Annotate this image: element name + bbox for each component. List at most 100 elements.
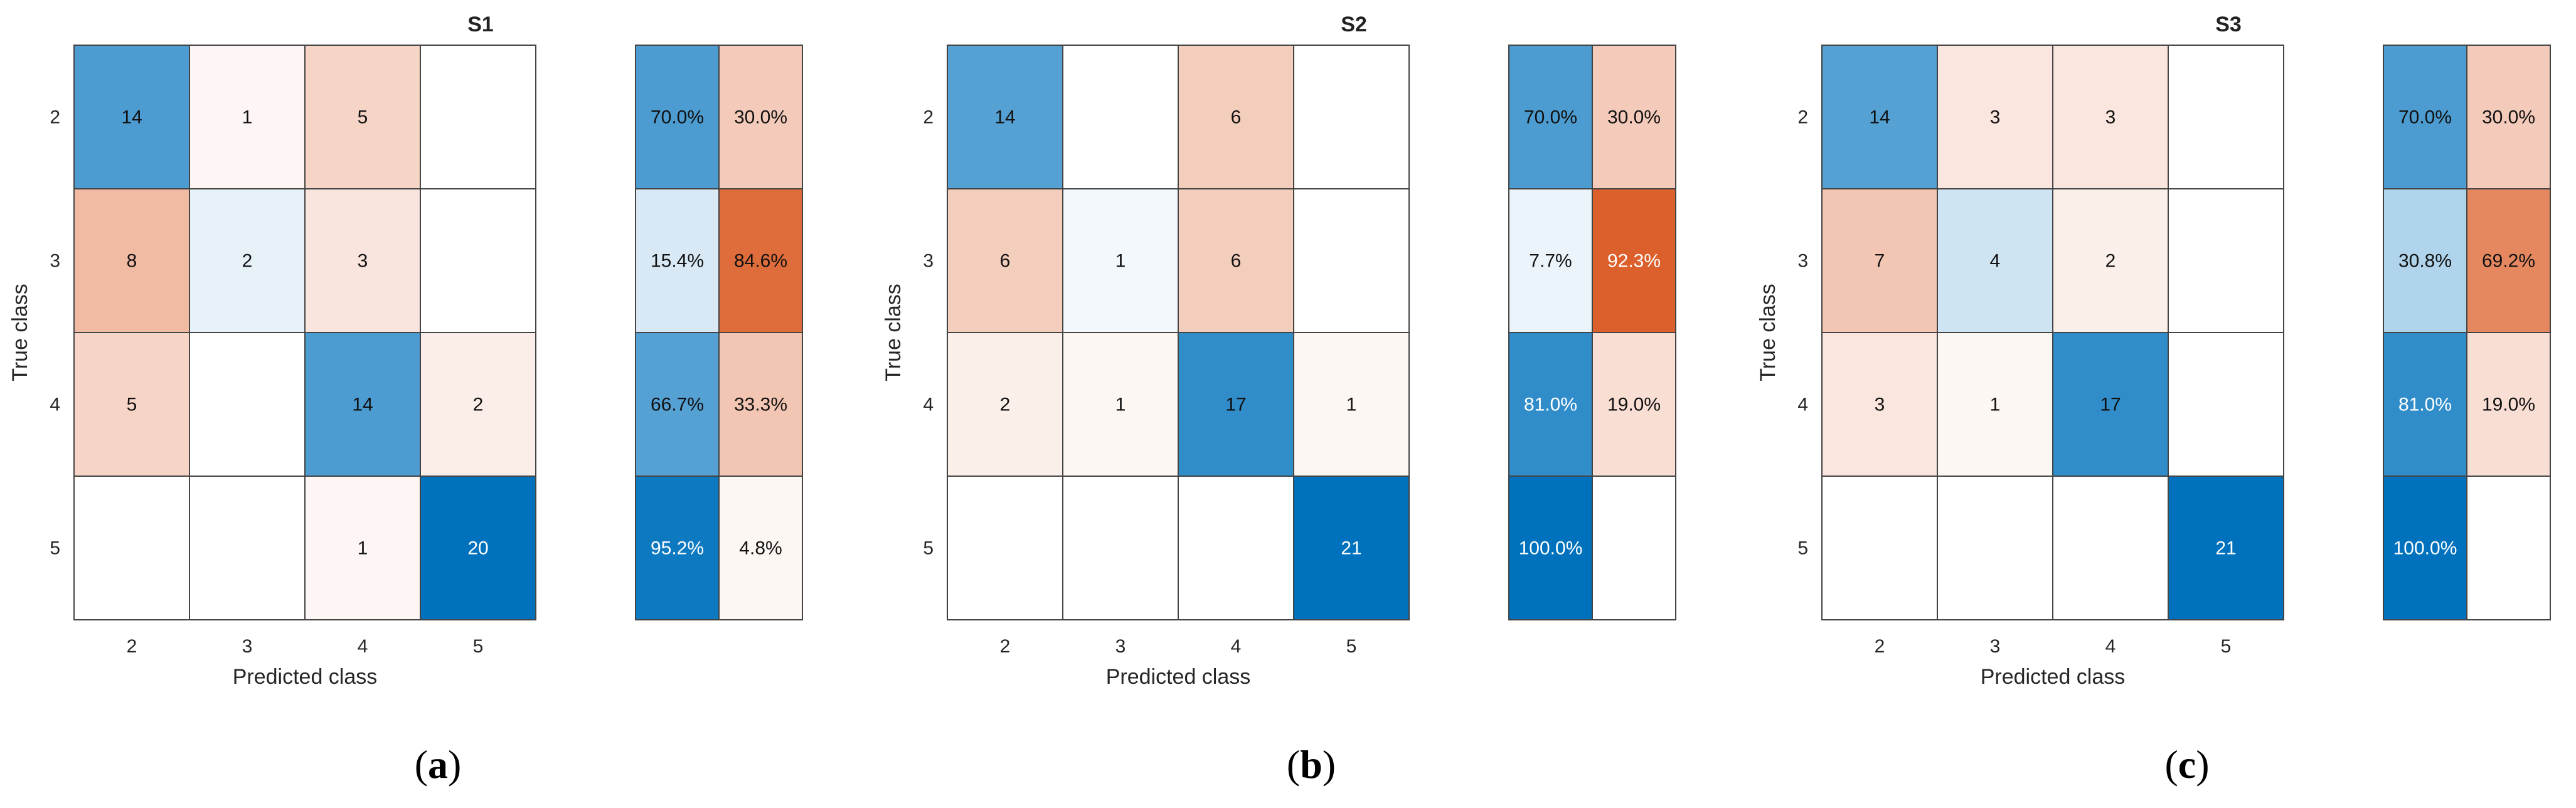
matrix-cell [1178, 332, 1294, 477]
row-summary-cell [635, 188, 720, 333]
matrix-cell [73, 476, 190, 620]
row-summary-value: 15.4% [651, 251, 704, 272]
row-summary-value: 69.2% [2482, 251, 2535, 272]
matrix-cell-value: 8 [127, 251, 137, 272]
matrix-cell [947, 476, 1063, 620]
matrix-cell-value: 2 [1000, 395, 1011, 415]
x-tick-label: 5 [2221, 636, 2232, 657]
row-summary-cell [1592, 476, 1676, 620]
matrix-cell-value: 1 [358, 538, 368, 559]
matrix-cell [947, 45, 1063, 189]
matrix-cell [1821, 476, 1938, 620]
x-tick-label: 3 [1990, 636, 2001, 657]
y-tick-label: 4 [50, 395, 60, 415]
row-summary-cell [1592, 332, 1676, 477]
matrix-cell [304, 45, 421, 189]
matrix-cell-value: 6 [1231, 107, 1242, 128]
matrix-cell-value: 1 [1990, 395, 2001, 415]
row-summary-value: 30.0% [734, 107, 787, 128]
panel-label-close: ) [1323, 742, 1336, 787]
matrix-cell-value: 2 [2105, 251, 2116, 272]
row-summary-cell [2383, 476, 2467, 620]
y-tick-label: 3 [50, 251, 60, 272]
row-summary-value: 100.0% [2393, 538, 2457, 559]
matrix-cell-value: 17 [1225, 395, 1246, 415]
row-summary-cell [2466, 332, 2551, 477]
x-axis-label: Predicted class [1106, 665, 1251, 689]
matrix-cell-value: 3 [1875, 395, 1885, 415]
matrix-cell [2168, 476, 2284, 620]
x-axis-label: Predicted class [233, 665, 378, 689]
matrix-cell [1821, 188, 1938, 333]
matrix-cell [2168, 332, 2284, 477]
y-axis-label: True class [881, 284, 905, 381]
matrix-cell-value: 1 [1115, 395, 1126, 415]
matrix-cell [1293, 188, 1410, 333]
row-summary-value: 4.8% [739, 538, 782, 559]
matrix-cell [1062, 188, 1179, 333]
panel-label: (a) [415, 742, 462, 787]
matrix-cell-value: 20 [467, 538, 488, 559]
matrix-cell [420, 476, 536, 620]
matrix-cell-value: 6 [1231, 251, 1242, 272]
matrix-cell [304, 476, 421, 620]
y-tick-label: 4 [923, 395, 934, 415]
row-summary-value: 70.0% [2398, 107, 2452, 128]
panel-label-open: ( [2164, 742, 2178, 787]
confusion-matrix-panel: S1 14 1 5 8 2 3 5 14 2 1 20 70.0% 30.0% 15.4% 84.6% 66.7… [8, 13, 803, 787]
panel-label-letter: b [1300, 742, 1323, 787]
row-summary-value: 81.0% [2398, 395, 2452, 415]
matrix-cell [1062, 476, 1179, 620]
y-tick-label: 2 [923, 107, 934, 128]
matrix-cell [1178, 45, 1294, 189]
matrix-cell [189, 188, 306, 333]
y-tick-label: 3 [923, 251, 934, 272]
matrix-cell-value: 14 [994, 107, 1015, 128]
row-summary-value: 100.0% [1519, 538, 1583, 559]
matrix-cell-value: 17 [2100, 395, 2121, 415]
matrix-cell [2052, 476, 2169, 620]
y-axis-label: True class [8, 284, 32, 381]
y-tick-label: 3 [1797, 251, 1808, 272]
matrix-cell [420, 188, 536, 333]
matrix-cell-value: 14 [121, 107, 142, 128]
row-summary-cell [718, 45, 803, 189]
row-summary-cell [635, 476, 720, 620]
row-summary-cell [635, 332, 720, 477]
x-tick-label: 4 [1231, 636, 1242, 657]
row-summary-value: 70.0% [1524, 107, 1577, 128]
matrix-cell [420, 45, 536, 189]
matrix-cell [73, 188, 190, 333]
matrix-cell-value: 2 [473, 395, 484, 415]
matrix-cell [1293, 476, 1410, 620]
matrix-cell [304, 332, 421, 477]
x-tick-label: 5 [473, 636, 484, 657]
matrix-cell-value: 6 [1000, 251, 1011, 272]
matrix-cell [2052, 188, 2169, 333]
row-summary-cell [1508, 476, 1593, 620]
matrix-cell [1937, 476, 2053, 620]
x-tick-label: 3 [242, 636, 253, 657]
matrix-cell [1821, 332, 1938, 477]
matrix-cell [1062, 45, 1179, 189]
matrix-cell [1293, 332, 1410, 477]
row-summary-cell [718, 332, 803, 477]
row-summary-value: 19.0% [1607, 395, 1661, 415]
matrix-cell-value: 3 [1990, 107, 2001, 128]
matrix-cell [2052, 332, 2169, 477]
x-tick-label: 2 [1875, 636, 1885, 657]
y-tick-label: 4 [1797, 395, 1808, 415]
matrix-cell-value: 5 [358, 107, 368, 128]
row-summary-cell [2466, 476, 2551, 620]
row-summary-cell [718, 188, 803, 333]
matrix-cell [1821, 45, 1938, 189]
matrix-cell-value: 14 [352, 395, 373, 415]
y-tick-label: 2 [50, 107, 60, 128]
matrix-cell [947, 332, 1063, 477]
chart-title: S2 [1341, 13, 1367, 36]
panel-label-close: ) [2196, 742, 2209, 787]
matrix-cell [1178, 476, 1294, 620]
matrix-cell-value: 5 [127, 395, 137, 415]
row-summary-cell [2466, 188, 2551, 333]
matrix-cell [1293, 45, 1410, 189]
